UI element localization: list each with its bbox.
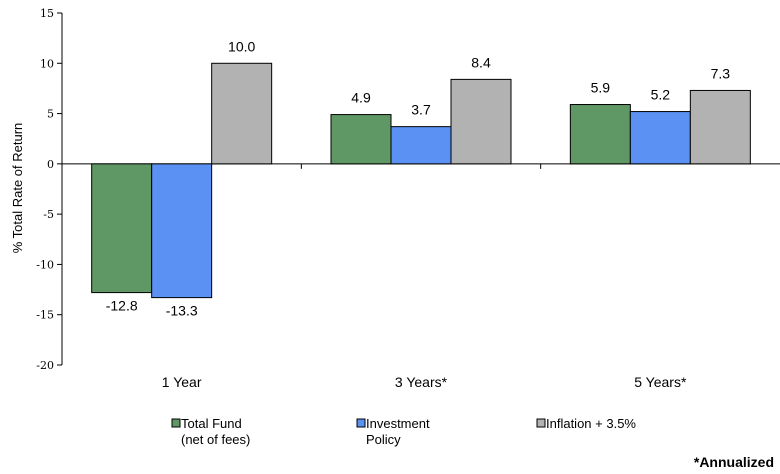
- x-category-label: 5 Years*: [634, 374, 687, 390]
- bars: [91, 62, 751, 299]
- bar: [151, 163, 213, 299]
- y-tick-label: 15: [40, 7, 54, 20]
- category-labels: 1 Year 3 Years* 5 Years*: [162, 374, 687, 390]
- data-label: 5.9: [591, 80, 611, 96]
- data-label: -13.3: [166, 303, 198, 319]
- x-category-label: 3 Years*: [395, 374, 448, 390]
- bar: [450, 78, 512, 165]
- y-tick-label: -15: [36, 309, 54, 322]
- legend-swatch: [356, 418, 366, 428]
- data-label: 3.7: [411, 102, 431, 118]
- legend-label: Total Fund: [181, 416, 242, 431]
- data-label: 7.3: [711, 65, 731, 81]
- y-tick-label: -10: [36, 258, 54, 271]
- data-label: 5.2: [651, 87, 671, 103]
- data-label: 4.9: [351, 90, 371, 106]
- legend-swatch: [536, 418, 546, 428]
- x-category-label: 1 Year: [162, 374, 202, 390]
- bar: [91, 163, 153, 294]
- bar: [390, 126, 452, 165]
- bar: [689, 89, 751, 165]
- legend-swatch: [171, 418, 181, 428]
- legend-label: Inflation + 3.5%: [546, 416, 636, 431]
- data-label: 8.4: [471, 54, 491, 70]
- y-tick-label: 0: [47, 158, 54, 171]
- legend-label: Policy: [366, 432, 401, 447]
- y-tick-label: -5: [43, 208, 54, 221]
- bar: [629, 111, 691, 165]
- bar: [330, 114, 392, 165]
- legend-label: (net of fees): [181, 432, 250, 447]
- y-axis-title: % Total Rate of Return: [10, 123, 25, 254]
- legend-label: Investment: [366, 416, 430, 431]
- annualized-footnote: *Annualized: [694, 454, 774, 470]
- data-labels: -12.8 -13.3 10.0 4.9 3.7 8.4 5.9 5.2 7.3: [106, 38, 731, 318]
- y-tick-label: 10: [40, 57, 54, 70]
- data-label: -12.8: [106, 298, 138, 314]
- bar: [211, 62, 273, 165]
- bar: [569, 104, 631, 165]
- y-tick-label: -20: [36, 359, 54, 372]
- y-tick-label: 5: [47, 108, 54, 121]
- data-label: 10.0: [228, 38, 255, 54]
